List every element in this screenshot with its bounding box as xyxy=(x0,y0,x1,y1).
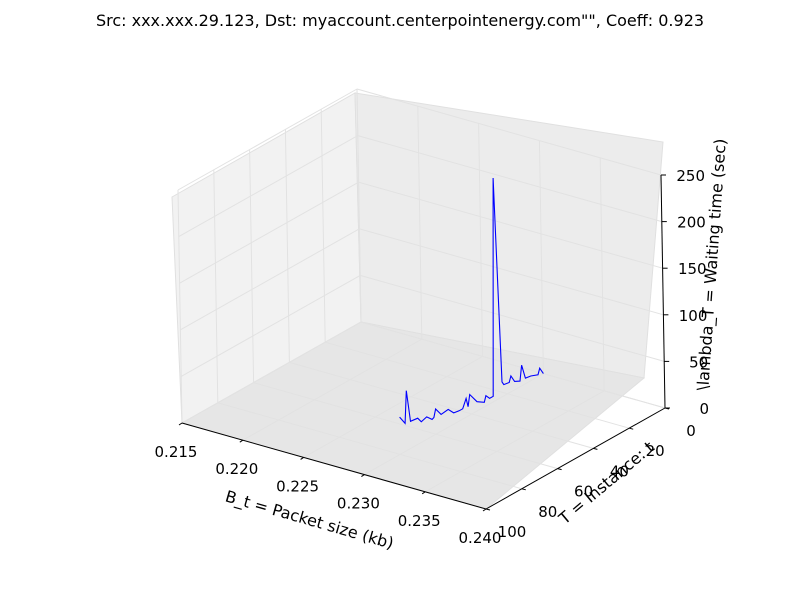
z-gridline-left-wall xyxy=(181,321,362,424)
z-gridline-left-wall xyxy=(177,88,358,191)
x-gridline-floor xyxy=(424,390,605,493)
x-tick-label: 0.240 xyxy=(459,529,502,547)
x-tick-mark xyxy=(178,422,183,426)
y-gridline-wall xyxy=(177,189,183,424)
y-gridline-wall xyxy=(213,169,219,403)
z-gridline-back-wall xyxy=(360,274,665,362)
y-tick-mark xyxy=(557,468,562,471)
y-gridline-wall xyxy=(249,149,255,383)
x-axis-line xyxy=(181,422,487,510)
x-tick-mark xyxy=(361,474,365,478)
z-gridline-back-wall xyxy=(356,88,662,176)
y-gridline-floor xyxy=(325,341,630,429)
y-gridline-floor xyxy=(217,402,522,490)
x-tick-mark xyxy=(482,508,487,512)
x-tick-mark xyxy=(239,439,244,443)
z-gridline-left-wall xyxy=(178,135,359,238)
y-tick-label: 100 xyxy=(498,523,527,541)
y-gridline-floor xyxy=(289,361,594,449)
x-gridline-wall xyxy=(417,106,423,340)
y-tick-mark xyxy=(593,447,598,450)
z-tick-label: 200 xyxy=(677,214,706,232)
z-tick-label: 250 xyxy=(676,167,705,185)
x-gridline-wall xyxy=(538,140,544,374)
x-tick-label: 0.235 xyxy=(398,512,441,530)
x-tick-label: 0.220 xyxy=(215,460,258,478)
series-line xyxy=(399,177,544,425)
x-gridline-wall xyxy=(478,123,484,357)
x-tick-label: 0.225 xyxy=(276,477,319,495)
z-gridline-left-wall xyxy=(180,274,361,377)
y-tick-label: 80 xyxy=(538,503,557,521)
z-gridline-back-wall xyxy=(358,181,663,269)
y-gridline-wall xyxy=(320,109,326,343)
z-gridline-back-wall xyxy=(357,135,662,223)
z-gridline-left-wall xyxy=(180,228,360,331)
z-axis-line xyxy=(660,174,666,409)
z-tick-label: 100 xyxy=(679,307,708,325)
z-tick-label: 150 xyxy=(678,260,707,278)
y-gridline-floor xyxy=(253,382,558,470)
x-gridline-floor xyxy=(364,373,544,476)
y-axis-label: T = Instance: t xyxy=(554,438,657,529)
y-tick-label: 40 xyxy=(610,462,629,480)
tick-labels: 0.215 0.220 0.225 0.230 0.235 0.240 0 20 40 60 80 1… xyxy=(155,167,709,547)
z-tick-label: 50 xyxy=(689,353,708,371)
chart-title: Src: xxx.xxx.29.123, Dst: myaccount.cent… xyxy=(96,11,704,30)
y-axis-line xyxy=(485,407,666,510)
x-gridline-floor xyxy=(303,355,483,458)
data-series xyxy=(399,177,544,425)
x-gridline-wall xyxy=(599,157,605,391)
y-tick-mark xyxy=(629,427,634,430)
y-tick-mark xyxy=(521,488,526,491)
axis-lines xyxy=(178,174,670,512)
axes-panes xyxy=(171,92,664,510)
y-tick-mark xyxy=(485,508,491,511)
x-tick-mark xyxy=(421,491,426,495)
x-gridline-floor xyxy=(242,338,423,441)
z-gridline-left-wall xyxy=(179,181,359,284)
x-tick-label: 0.230 xyxy=(337,495,380,513)
z-gridline-back-wall xyxy=(360,321,666,409)
y-gridline-wall xyxy=(284,129,290,363)
y-gridline-wall xyxy=(356,88,362,323)
y-tick-label: 20 xyxy=(646,442,665,460)
z-gridline-back-wall xyxy=(359,228,664,316)
x-tick-label: 0.215 xyxy=(155,443,198,461)
y-tick-label: 60 xyxy=(574,483,593,501)
z-tick-label: 0 xyxy=(699,400,709,418)
y-tick-label: 0 xyxy=(686,422,696,440)
x-tick-mark xyxy=(300,456,304,460)
